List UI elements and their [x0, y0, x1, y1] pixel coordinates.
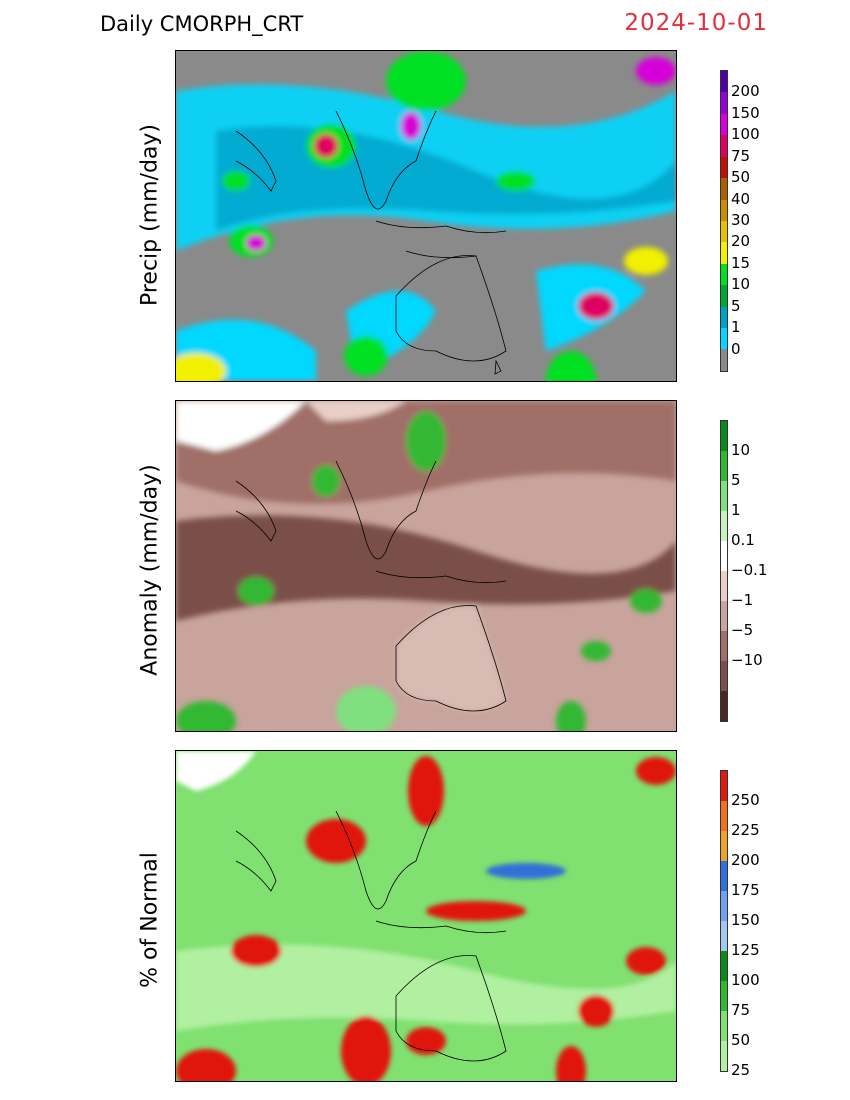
colorbar-tick-label: 250 [731, 791, 760, 809]
colorbar-tick-label: 100 [731, 971, 760, 989]
colorbar-tick-label: 175 [731, 881, 760, 899]
colorbar-segment [721, 981, 727, 1011]
colorbar-tick-label: 1 [731, 318, 741, 337]
colorbar-tick-label: 100 [731, 125, 760, 144]
colorbar-segment [721, 1041, 727, 1071]
colorbar-segment [721, 242, 727, 264]
colorbar-tick-label: −1 [731, 591, 754, 609]
colorbar-tick-label: 200 [731, 851, 760, 869]
colorbar-segment [721, 220, 727, 243]
colorbar-segment [721, 661, 727, 691]
colorbar-segment [721, 156, 727, 179]
colorbar-segment [721, 421, 727, 451]
anomaly-map-panel [175, 400, 677, 732]
colorbar-tick-label: 0 [731, 339, 741, 358]
colorbar-tick-label: 30 [731, 211, 751, 229]
precip-map-panel [175, 50, 677, 382]
colorbar-tick-label: 40 [731, 189, 751, 208]
colorbar-segment [721, 71, 727, 93]
anomaly-colorbar [720, 420, 728, 722]
colorbar-segment [721, 801, 727, 831]
colorbar-tick-label: 10 [731, 441, 751, 459]
colorbar-segment [721, 631, 727, 661]
colorbar-segment [721, 199, 727, 221]
colorbar-segment [721, 571, 727, 601]
anomaly-axis-label: Anomaly (mm/day) [137, 464, 163, 676]
colorbar-tick-label: 125 [731, 941, 760, 959]
colorbar-tick-label: 5 [731, 471, 741, 489]
colorbar-tick-label: 50 [731, 168, 751, 187]
colorbar-segment [721, 285, 727, 307]
colorbar-tick-label: 50 [731, 1031, 751, 1049]
colorbar-segment [721, 263, 727, 286]
colorbar-segment [721, 306, 727, 329]
colorbar-segment [721, 511, 727, 541]
colorbar-segment [721, 951, 727, 981]
colorbar-segment [721, 831, 727, 861]
anomaly-map [176, 401, 676, 731]
colorbar-tick-label: −10 [731, 651, 763, 669]
colorbar-segment [721, 178, 727, 200]
colorbar-segment [721, 451, 727, 481]
colorbar-tick-label: −5 [731, 621, 754, 639]
precip-axis-label: Precip (mm/day) [137, 123, 163, 307]
percent-normal-map [176, 751, 676, 1081]
colorbar-segment [721, 861, 727, 891]
colorbar-tick-label: 0.1 [731, 531, 755, 549]
colorbar-tick-label: 75 [731, 1001, 751, 1019]
percent-normal-colorbar [720, 770, 728, 1072]
colorbar-segment [721, 601, 727, 631]
precip-colorbar [720, 70, 728, 372]
colorbar-segment [721, 92, 727, 114]
percent-normal-map-panel [175, 750, 677, 1082]
percent-normal-axis-label: % of Normal [137, 852, 163, 988]
date-label: 2024-10-01 [624, 10, 768, 36]
colorbar-segment [721, 328, 727, 350]
colorbar-segment [721, 541, 727, 571]
colorbar-tick-label: 150 [731, 911, 760, 929]
colorbar-tick-label: 75 [731, 146, 751, 165]
colorbar-segment [721, 113, 727, 136]
colorbar-tick-label: 15 [731, 253, 751, 272]
product-title: Daily CMORPH_CRT [100, 12, 304, 36]
colorbar-segment [721, 771, 727, 801]
colorbar-tick-label: 200 [731, 82, 760, 101]
colorbar-segment [721, 921, 727, 951]
colorbar-tick-label: 20 [731, 232, 751, 251]
colorbar-segment [721, 349, 727, 371]
colorbar-segment [721, 1011, 727, 1041]
colorbar-segment [721, 891, 727, 921]
colorbar-segment [721, 691, 727, 721]
colorbar-tick-label: 225 [731, 821, 760, 839]
colorbar-segment [721, 481, 727, 511]
colorbar-tick-label: 1 [731, 501, 741, 519]
colorbar-tick-label: 10 [731, 275, 751, 294]
colorbar-segment [721, 135, 727, 157]
colorbar-tick-label: 150 [731, 103, 760, 122]
colorbar-tick-label: 25 [731, 1061, 751, 1079]
precip-map [176, 51, 676, 381]
colorbar-tick-label: 5 [731, 296, 741, 315]
colorbar-tick-label: −0.1 [731, 561, 768, 579]
